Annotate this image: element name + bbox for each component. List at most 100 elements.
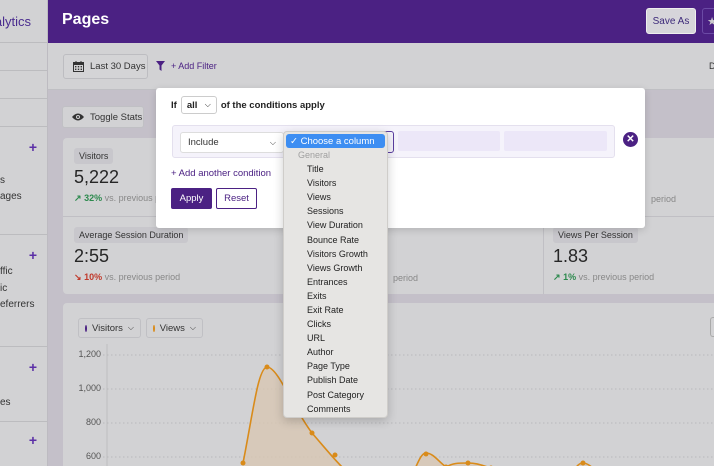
stat-avg-session-duration: Average Session Duration 2:55 ↘ 10% vs. … xyxy=(74,227,234,283)
sidebar-item[interactable]: ic xyxy=(0,283,8,294)
column-dropdown-menu: ✓ Choose a column General Title Visitors… xyxy=(283,131,388,418)
favorite-button[interactable]: ★ xyxy=(702,8,714,34)
remove-condition-button[interactable]: ✕ xyxy=(623,132,638,147)
dropdown-option[interactable]: Clicks xyxy=(307,319,331,330)
dropdown-option[interactable]: Entrances xyxy=(307,276,348,287)
sidebar-section-2: + ffic ic eferrers xyxy=(0,235,47,347)
dropdown-option[interactable]: Exits xyxy=(307,290,327,301)
close-icon: ✕ xyxy=(626,134,635,145)
sidebar-section-4: + xyxy=(0,422,47,466)
sidebar-item[interactable]: ages xyxy=(0,191,22,202)
value-field[interactable] xyxy=(504,131,607,151)
chart-options-handle[interactable] xyxy=(710,317,714,337)
y-tick: 800 xyxy=(85,417,101,427)
chevron-down-icon: ⌵ xyxy=(127,323,134,332)
dropdown-option[interactable]: Publish Date xyxy=(307,375,359,386)
chevron-down-icon: ⌵ xyxy=(204,100,211,109)
toggle-stats-label: Toggle Stats xyxy=(90,111,143,123)
dropdown-option[interactable]: Title xyxy=(307,164,324,175)
line-chart xyxy=(103,344,714,466)
dropdown-option[interactable]: Comments xyxy=(307,403,351,414)
sidebar-item[interactable]: es xyxy=(0,397,11,408)
sidebar-section-1: + s ages xyxy=(0,127,47,235)
reset-button[interactable]: Reset xyxy=(216,188,257,209)
stat-label: Visitors xyxy=(74,148,114,164)
match-mode-select[interactable]: all ⌵ xyxy=(180,96,217,114)
toggle-stats-button[interactable]: Toggle Stats xyxy=(62,106,144,128)
include-select[interactable]: Include ⌵ xyxy=(180,132,284,153)
stat-label: Views Per Session xyxy=(553,227,638,243)
stat-value: 2:55 xyxy=(74,246,110,266)
add-filter-label: + Add Filter xyxy=(171,61,217,71)
sidebar-row[interactable] xyxy=(0,43,47,71)
add-icon[interactable]: + xyxy=(28,247,37,263)
date-range-label: Last 30 Days xyxy=(90,61,146,72)
legend-views-button[interactable]: Views ⌵ xyxy=(146,318,203,338)
chevron-down-icon: ⌵ xyxy=(189,323,196,332)
y-tick: 600 xyxy=(85,451,101,461)
filter-bar: Last 30 Days + Add Filter D xyxy=(48,43,714,90)
stat-views-per-session: Views Per Session 1.83 ↗ 1% vs. previous… xyxy=(553,227,713,283)
stat-label: Average Session Duration xyxy=(74,227,189,243)
y-tick: 1,000 xyxy=(78,383,101,393)
arrow-down-icon: ↘ xyxy=(74,272,82,282)
chevron-down-icon: ⌵ xyxy=(269,137,276,147)
apply-button[interactable]: Apply xyxy=(171,188,212,209)
arrow-up-icon: ↗ xyxy=(553,272,561,282)
dropdown-option[interactable]: Bounce Rate xyxy=(307,234,360,245)
views-dot-icon xyxy=(153,324,155,332)
dropdown-option[interactable]: Author xyxy=(307,347,334,358)
dropdown-option[interactable]: Exit Rate xyxy=(307,304,344,315)
sidebar: alytics + s ages + ffic ic eferrers + es… xyxy=(0,0,48,466)
dropdown-option[interactable]: Sessions xyxy=(307,206,344,217)
save-as-button[interactable]: Save As xyxy=(646,8,696,34)
date-range-button[interactable]: Last 30 Days xyxy=(63,54,148,79)
legend-visitors-button[interactable]: Visitors ⌵ xyxy=(78,318,141,338)
dropdown-option[interactable]: URL xyxy=(307,333,326,344)
eye-icon xyxy=(72,113,84,121)
sidebar-item[interactable]: ffic xyxy=(0,266,13,277)
add-condition-link[interactable]: + Add another condition xyxy=(171,168,272,179)
brand-name: alytics xyxy=(0,0,47,43)
match-mode-row: If all ⌵ of the conditions apply xyxy=(171,96,325,114)
dropdown-option[interactable]: Post Category xyxy=(307,389,365,400)
add-icon[interactable]: + xyxy=(28,432,37,448)
dropdown-option[interactable]: View Duration xyxy=(307,220,363,231)
condition-row: Include ⌵ xyxy=(172,125,615,158)
y-tick: 1,200 xyxy=(78,349,101,359)
page-title: Pages xyxy=(62,11,110,28)
dropdown-option[interactable]: Views Growth xyxy=(307,262,363,273)
stat-change-suffix: period xyxy=(393,273,419,283)
dropdown-group-label: General xyxy=(298,150,331,160)
stat-change: ↗ 32% vs. previous period xyxy=(74,193,181,203)
dropdown-option[interactable]: Visitors xyxy=(307,178,337,189)
dropdown-option[interactable]: Visitors Growth xyxy=(307,248,368,259)
stat-value: 1.83 xyxy=(553,246,589,266)
sidebar-row[interactable] xyxy=(0,71,47,99)
chart-card: Visitors ⌵ Views ⌵ 1,200 1,000 800 600 xyxy=(63,303,714,466)
sidebar-row[interactable] xyxy=(0,99,47,127)
dropdown-option[interactable]: Views xyxy=(307,192,331,203)
operator-field[interactable] xyxy=(398,131,500,151)
top-bar: Pages Save As ★ xyxy=(48,0,714,43)
stat-value: 5,222 xyxy=(74,167,120,187)
add-filter-button[interactable]: + Add Filter xyxy=(156,61,217,71)
truncated-label: D xyxy=(709,61,714,71)
arrow-up-icon: ↗ xyxy=(74,193,82,203)
stat-change: ↗ 1% vs. previous period xyxy=(553,272,655,282)
stat-visitors: Visitors 5,222 ↗ 32% vs. previous period xyxy=(74,148,234,204)
add-icon[interactable]: + xyxy=(28,359,37,375)
dropdown-option[interactable]: Page Type xyxy=(307,361,350,372)
sidebar-item[interactable]: eferrers xyxy=(0,299,35,310)
stat-change: ↘ 10% vs. previous period xyxy=(74,272,181,282)
dropdown-option-selected[interactable]: ✓ Choose a column xyxy=(286,134,385,148)
filter-icon xyxy=(156,61,165,71)
visitors-dot-icon xyxy=(85,324,87,332)
filter-dialog: If all ⌵ of the conditions apply Include… xyxy=(156,88,645,228)
star-icon: ★ xyxy=(707,15,714,28)
sidebar-item[interactable]: s xyxy=(0,175,5,186)
stat-change-suffix: period xyxy=(651,194,677,204)
add-icon[interactable]: + xyxy=(28,139,37,155)
calendar-icon xyxy=(73,61,84,72)
sidebar-section-3: + es xyxy=(0,347,47,422)
